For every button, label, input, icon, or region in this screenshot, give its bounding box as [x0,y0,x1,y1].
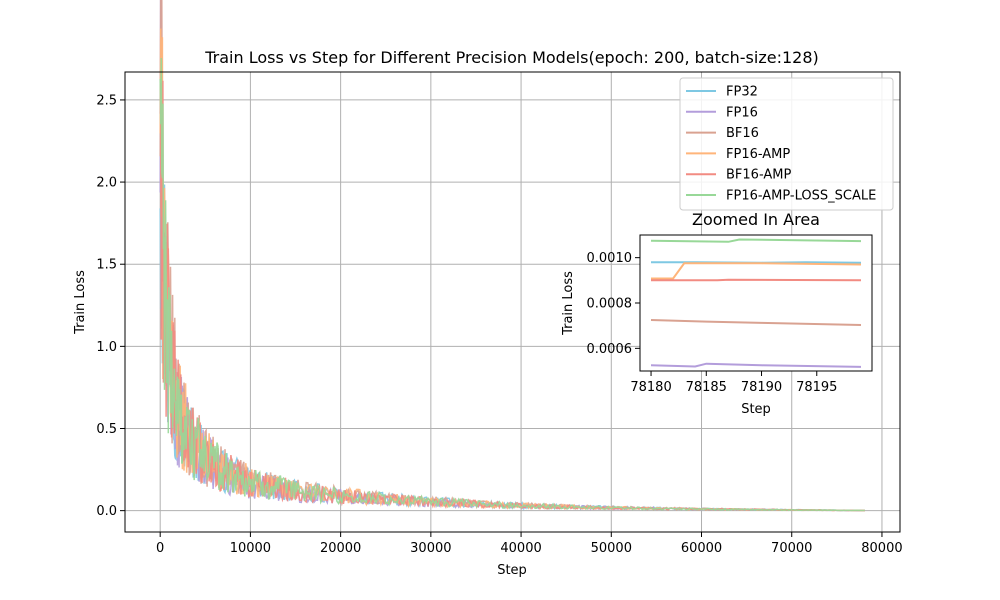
inset-title: Zoomed In Area [692,210,820,229]
inset-y-tick-label: 0.0008 [587,297,633,312]
inset-x-axis-label: Step [741,402,771,417]
y-tick-label: 1.5 [96,258,117,273]
y-tick-label: 2.0 [96,176,117,191]
legend-label: FP16 [726,105,758,120]
legend-label: FP32 [726,85,758,100]
inset-series-line-1 [650,362,862,368]
main-plot-frame [124,71,901,533]
legend: FP32 FP16 BF16 FP16-AMP BF16-AMP FP16-AMP-LOS… [679,77,894,211]
inset-x-tick-label: 78185 [686,380,727,395]
x-axis-label: Step [497,563,527,578]
inset-series-group [650,238,862,368]
x-tick-label: 70000 [771,541,812,556]
legend-label: FP16-AMP [726,147,790,162]
inset-series-line-2 [650,319,862,326]
chart-title: Train Loss vs Step for Different Precisi… [204,48,819,67]
inset-x-tick-label: 78195 [796,380,837,395]
inset-series-line-3 [651,262,862,280]
legend-label: BF16-AMP [726,168,791,183]
x-tick-label: 50000 [591,541,632,556]
x-tick-label: 60000 [681,541,722,556]
series-line-5 [159,57,865,512]
x-tick-label: 40000 [500,541,541,556]
inset-x-tick-label: 78190 [741,380,782,395]
legend-label: BF16 [726,126,759,141]
y-tick-label: 1.0 [96,340,117,355]
inset-y-tick-label: 0.0006 [587,342,633,357]
main-ticks: 0 10000 20000 30000 40000 50000 60000 70000 8000… [96,93,902,556]
y-tick-label: 2.5 [96,93,117,108]
inset-background [640,235,872,371]
y-tick-label: 0.0 [96,504,117,519]
inset-ticks: 78180 78185 78190 78195 0.0006 0.0008 0.0010 [587,251,838,395]
inset-series-line-5 [650,238,862,243]
legend-label: FP16-AMP-LOSS_SCALE [726,189,876,204]
y-axis-label: Train Loss [73,270,88,335]
x-tick-label: 30000 [410,541,451,556]
x-tick-label: 10000 [230,541,271,556]
y-tick-label: 0.5 [96,422,117,437]
x-tick-label: 0 [156,541,164,556]
inset-y-axis-label: Train Loss [561,271,576,336]
x-tick-label: 80000 [861,541,902,556]
inset-x-tick-label: 78180 [630,380,671,395]
inset-series-line-4 [651,278,862,282]
legend-box [679,77,894,211]
main-series-group [159,0,865,512]
inset-y-tick-label: 0.0010 [587,251,633,266]
x-tick-label: 20000 [320,541,361,556]
